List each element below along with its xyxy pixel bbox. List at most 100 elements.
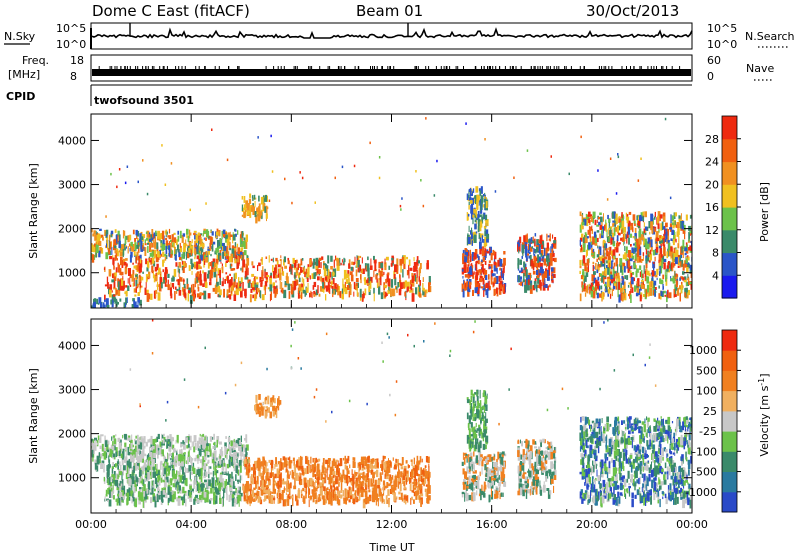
echo-cell — [479, 221, 483, 228]
echo-cell — [582, 285, 585, 291]
echo-cell — [629, 233, 633, 238]
echo-cell — [302, 487, 305, 492]
echo-cell — [645, 248, 648, 255]
echo-cell — [256, 288, 260, 293]
echo-cell — [298, 277, 301, 282]
echo-cell — [631, 265, 633, 269]
echo-cell — [222, 277, 224, 286]
echo-cell — [419, 263, 422, 270]
echo-cell — [145, 231, 148, 234]
echo-cell — [630, 294, 632, 303]
echo-cell — [484, 247, 486, 256]
echo-cell — [625, 257, 628, 261]
echo-cell — [428, 463, 430, 468]
echo-cell — [150, 492, 153, 495]
echo-cell — [321, 495, 323, 499]
echo-cell — [159, 441, 162, 447]
echo-cell — [610, 238, 613, 245]
echo-cell — [313, 281, 317, 287]
colorbar-tick-label: 28 — [705, 133, 719, 146]
echo-cell — [315, 272, 317, 277]
echo-cell — [597, 281, 600, 290]
echo-cell — [232, 481, 235, 489]
echo-cell — [536, 264, 539, 273]
echo-cell — [209, 498, 213, 501]
echo-cell — [202, 456, 204, 465]
noise-cell — [436, 159, 438, 163]
echo-cell — [143, 234, 146, 239]
echo-cell — [632, 214, 636, 221]
echo-cell — [287, 494, 290, 499]
echo-cell — [197, 482, 200, 490]
echo-cell — [281, 282, 283, 291]
echo-cell — [97, 240, 100, 246]
echo-cell — [680, 261, 682, 268]
echo-cell — [642, 254, 644, 261]
echo-cell — [589, 236, 592, 243]
echo-cell — [325, 285, 329, 292]
echo-cell — [131, 273, 135, 282]
echo-cell — [346, 285, 350, 290]
echo-cell — [136, 244, 139, 249]
echo-cell — [609, 281, 612, 286]
echo-cell — [407, 281, 410, 290]
echo-cell — [415, 287, 418, 295]
echo-cell — [624, 275, 626, 280]
echo-cell — [129, 457, 133, 462]
echo-cell — [178, 264, 182, 268]
echo-cell — [357, 462, 360, 468]
echo-cell — [352, 473, 354, 480]
echo-cell — [217, 465, 221, 468]
echo-cell — [274, 289, 277, 298]
echo-cell — [191, 441, 193, 448]
echo-cell — [324, 276, 328, 281]
echo-cell — [224, 471, 226, 475]
echo-cell — [138, 446, 141, 455]
echo-cell — [320, 276, 323, 282]
echo-cell — [529, 280, 531, 284]
echo-cell — [125, 297, 127, 305]
echo-cell — [546, 255, 549, 262]
echo-cell — [183, 494, 186, 504]
echo-cell — [528, 279, 530, 286]
colorbar-segment — [722, 161, 737, 185]
echo-cell — [128, 435, 131, 439]
echo-cell — [426, 497, 429, 504]
echo-cell — [400, 492, 403, 500]
echo-cell — [473, 271, 475, 275]
echo-cell — [422, 290, 425, 296]
echo-cell — [464, 248, 467, 251]
echo-cell — [167, 473, 170, 476]
echo-cell — [540, 253, 543, 257]
echo-cell — [682, 239, 685, 249]
echo-cell — [199, 292, 202, 297]
echo-cell — [186, 468, 190, 473]
echo-cell — [333, 268, 337, 277]
echo-cell — [684, 247, 688, 252]
echo-cell — [293, 282, 296, 291]
echo-cell — [218, 293, 221, 298]
echo-cell — [200, 442, 204, 450]
echo-cell — [184, 263, 187, 268]
echo-cell — [219, 255, 222, 260]
echo-cell — [194, 457, 197, 462]
echo-cell — [155, 272, 157, 276]
echo-cell — [297, 293, 300, 299]
echo-cell — [226, 493, 228, 501]
echo-cell — [146, 454, 149, 461]
echo-cell — [633, 248, 635, 255]
echo-cell — [122, 276, 124, 280]
echo-cell — [634, 247, 637, 253]
echo-cell — [145, 441, 148, 447]
echo-cell — [398, 463, 400, 471]
echo-cell — [387, 489, 390, 496]
echo-cell — [322, 495, 325, 500]
echo-cell — [518, 283, 520, 286]
echo-cell — [328, 474, 332, 480]
echo-cell — [630, 222, 634, 230]
echo-cell — [176, 470, 178, 477]
echo-cell — [684, 252, 687, 256]
echo-cell — [681, 281, 683, 286]
echo-cell — [367, 267, 370, 277]
echo-cell — [493, 277, 496, 284]
